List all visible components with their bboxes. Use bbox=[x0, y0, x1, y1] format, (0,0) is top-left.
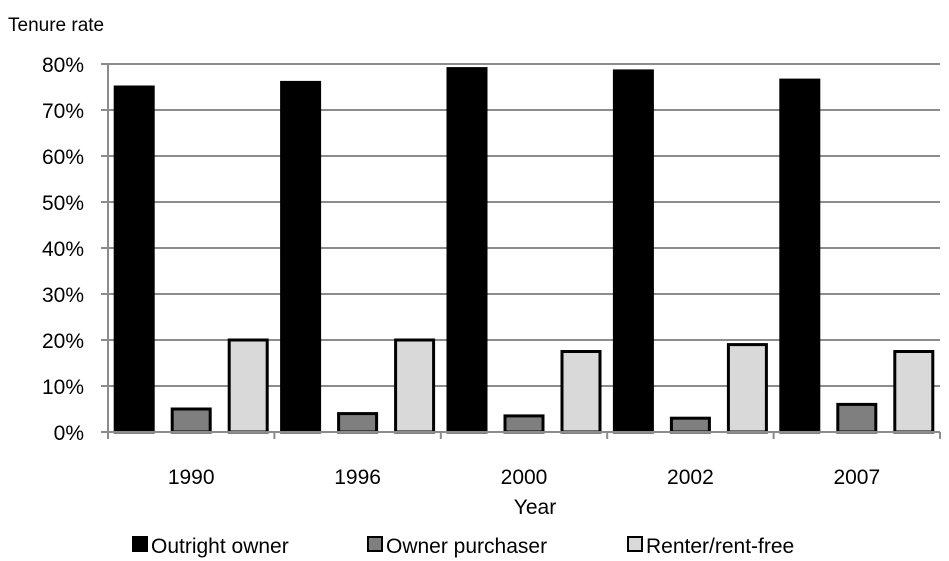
x-tick-label: 2000 bbox=[501, 466, 548, 489]
x-axis-title: Year bbox=[514, 496, 556, 519]
legend-swatch bbox=[627, 536, 643, 552]
axes bbox=[107, 64, 941, 439]
bar-owner-purchaser-2007 bbox=[836, 402, 878, 434]
y-tick-label: 50% bbox=[42, 192, 84, 215]
y-tick-label: 70% bbox=[42, 100, 84, 123]
bar-renter-rent-free-2000 bbox=[560, 350, 602, 434]
y-tick-label: 80% bbox=[42, 54, 84, 77]
bar-renter-rent-free-1990 bbox=[227, 338, 269, 434]
legend: Outright owner Owner purchaser Renter/rent… bbox=[132, 535, 794, 558]
bar-renter-rent-free-1996 bbox=[394, 338, 436, 434]
bar-owner-purchaser-1996 bbox=[337, 412, 379, 434]
y-tick-label: 30% bbox=[42, 284, 84, 307]
bars bbox=[113, 67, 935, 434]
x-tick-labels: 1990 1996 2000 2002 2007 bbox=[168, 466, 880, 489]
bar-owner-purchaser-2000 bbox=[503, 414, 545, 434]
x-tick-label: 2007 bbox=[833, 466, 880, 489]
bar-outright-owner-2000 bbox=[446, 67, 488, 434]
bar-owner-purchaser-2002 bbox=[669, 416, 711, 434]
bar-owner-purchaser-1990 bbox=[170, 407, 212, 434]
legend-label: Renter/rent-free bbox=[646, 535, 794, 558]
bar-outright-owner-2002 bbox=[612, 69, 654, 434]
bar-outright-owner-1996 bbox=[280, 80, 322, 434]
y-tick-label: 10% bbox=[42, 376, 84, 399]
y-tick-label: 20% bbox=[42, 330, 84, 353]
legend-swatch bbox=[367, 536, 383, 552]
y-axis-title: Tenure rate bbox=[8, 15, 104, 36]
y-tick-label: 0% bbox=[54, 422, 84, 445]
y-tick-labels: 0% 10% 20% 30% 40% 50% 60% 70% 80% bbox=[42, 54, 84, 445]
legend-swatch bbox=[132, 536, 148, 552]
bar-outright-owner-2007 bbox=[779, 78, 821, 434]
x-tick-label: 1996 bbox=[334, 466, 381, 489]
y-tick-label: 60% bbox=[42, 146, 84, 169]
legend-label: Owner purchaser bbox=[386, 535, 547, 558]
y-tick-label: 40% bbox=[42, 238, 84, 261]
bar-renter-rent-free-2007 bbox=[893, 350, 935, 434]
legend-label: Outright owner bbox=[151, 535, 289, 558]
bar-outright-owner-1990 bbox=[113, 85, 155, 434]
bar-renter-rent-free-2002 bbox=[726, 343, 768, 434]
x-tick-label: 2002 bbox=[667, 466, 714, 489]
x-tick-label: 1990 bbox=[168, 466, 215, 489]
